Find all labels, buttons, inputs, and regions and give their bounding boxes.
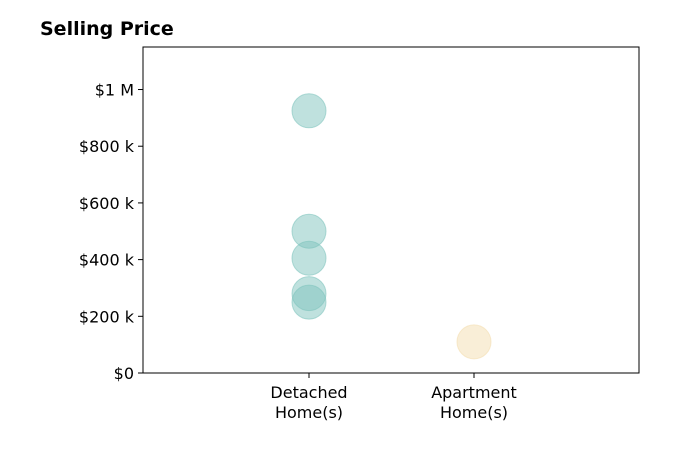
x-tick-label-line: Apartment [431,383,517,402]
data-point [291,284,327,320]
y-tick-label: $0 [114,364,134,383]
x-tick-label-line: Home(s) [275,403,343,422]
y-tick-label: $1 M [95,81,134,100]
y-tick-label: $400 k [79,251,135,270]
x-tick-label: Apartment Home(s) [431,383,517,422]
data-points [291,93,492,360]
y-tick-label: $600 k [79,194,135,213]
x-tick-label: Detached Home(s) [270,383,347,422]
plot-frame [142,46,640,374]
x-tick-label-line: Detached [270,383,347,402]
x-tick-label-line: Home(s) [440,403,508,422]
data-point [291,93,327,129]
data-point [456,324,492,360]
y-tick-label: $800 k [79,137,135,156]
y-tick-label: $200 k [79,307,135,326]
data-point [291,240,327,276]
chart-title: Selling Price [40,18,174,40]
